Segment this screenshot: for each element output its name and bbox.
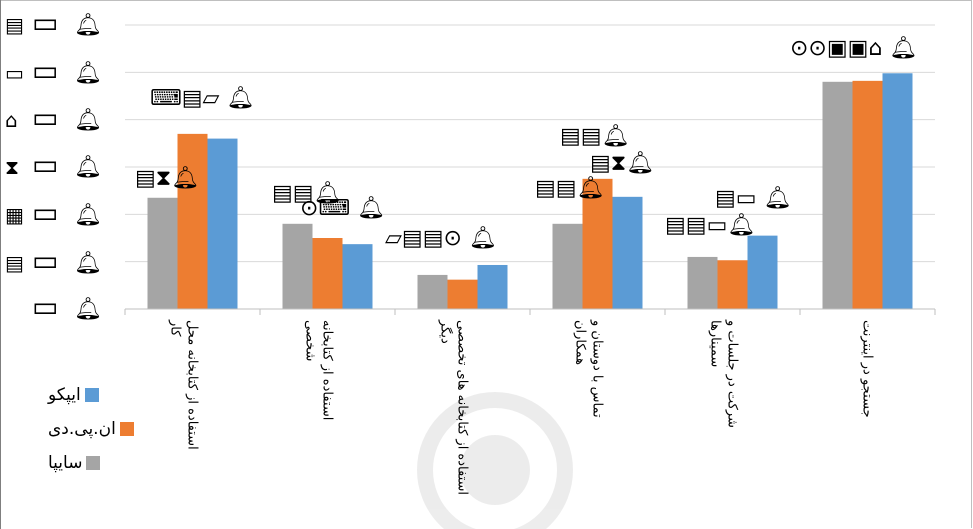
bar [852,80,883,309]
bar [477,264,508,309]
legend: ایپکو ان.پی.دی سایپا [48,378,158,480]
document-icon: ▦ [5,203,24,227]
legend-item-saipa: سایپا [48,446,158,480]
legend-label-ipko: ایپکو [48,385,81,405]
bar [447,279,478,309]
icon-glyphs: ▤ ▭ 🔔︎▭ ▭ 🔔︎⌂ ▭ 🔔︎⧗ ▭ 🔔︎▦ ▭ 🔔︎▤ ▭ 🔔︎▭ 🔔︎⌨▤▱ 🔔︎▤⧗🔔︎▤▤🔔… [5,6,917,323]
clipart-glyph: ▤⧗🔔︎ [135,166,199,191]
legend-swatch-npd [119,422,134,436]
folder-icon: ▭ [32,196,58,229]
x-tick-label: استفاده از کتابخانه های تخصصی [455,320,470,495]
clipart-glyph: ▱▤▤⊙ 🔔︎ [385,226,497,251]
bar [282,223,313,309]
bell-icon: 🔔︎ [74,297,102,322]
bars [147,73,913,309]
bell-icon: 🔔︎ [74,108,102,133]
folder-icon: ▭ [32,290,58,323]
x-tick-label: سمینارها [708,320,723,367]
clipart-glyph: ▤▤🔔︎ [560,124,630,149]
bar [552,223,583,309]
bar [417,274,448,309]
folder-icon: ▭ [32,101,58,134]
x-axis [124,308,936,315]
bar [822,81,853,309]
bell-icon: 🔔︎ [74,251,102,276]
clipart-glyph: ⌨▤▱ 🔔︎ [150,86,254,111]
clipart-glyph: ▤▤🔔︎ [272,181,342,206]
folder-icon: ▭ [32,244,58,277]
clipart-glyph: ▤▤🔔︎ [535,176,605,201]
x-tick-label: تماس با دوستان و [590,319,605,418]
clipart-glyph: ▤⧗🔔︎ [590,151,654,176]
clipart-glyph: ⊙⊙▣▣⌂ 🔔︎ [790,36,917,61]
legend-swatch-ipko [84,388,99,402]
legend-label-npd: ان.پی.دی [48,419,116,439]
bell-icon: 🔔︎ [74,203,102,228]
bar [747,235,778,309]
x-tick-label: استفاده از کتابخانه محل [185,320,200,450]
legend-item-ipko: ایپکو [48,378,158,412]
x-tick-label: همکاران [573,320,588,365]
bell-icon: 🔔︎ [74,155,102,180]
document-icon: ▤ [5,13,24,37]
bell-icon: 🔔︎ [74,13,102,38]
bar [177,133,208,309]
x-tick-label: شخصی [303,320,318,361]
document-icon: ⌂ [5,108,18,132]
x-tick-label: استفاده از کتابخانه [320,320,335,420]
x-tick-label: شرکت در جلسات و [725,319,740,428]
bar [582,178,613,309]
bar [147,197,178,309]
legend-label-saipa: سایپا [48,453,83,473]
gridlines [125,24,935,263]
bar [687,256,718,309]
bar [207,138,238,309]
bar [717,260,748,309]
folder-icon: ▭ [32,54,58,87]
left-border [0,0,1,529]
clipart-glyph: ⊙⌨ 🔔︎ [300,196,385,221]
x-tick-label: جستجو در اینترنت [860,320,875,418]
bell-icon: 🔔︎ [74,61,102,86]
legend-item-npd: ان.پی.دی [48,412,158,446]
bar [342,244,373,309]
document-icon: ▭ [5,61,24,85]
watermark-logo [417,392,573,529]
bar [312,238,343,309]
document-icon: ⧗ [5,155,19,179]
folder-icon: ▭ [32,6,58,39]
clipart-glyph: ▤▤▭🔔︎ [665,213,755,238]
x-tick-label: کار [168,319,183,337]
legend-swatch-saipa [86,456,101,470]
x-tick-label: دیگر [438,319,454,344]
bar [612,196,643,309]
document-icon: ▤ [5,251,24,275]
bar [882,73,913,309]
clipart-glyph: ▤▭ 🔔︎ [715,186,792,211]
folder-icon: ▭ [32,148,58,181]
